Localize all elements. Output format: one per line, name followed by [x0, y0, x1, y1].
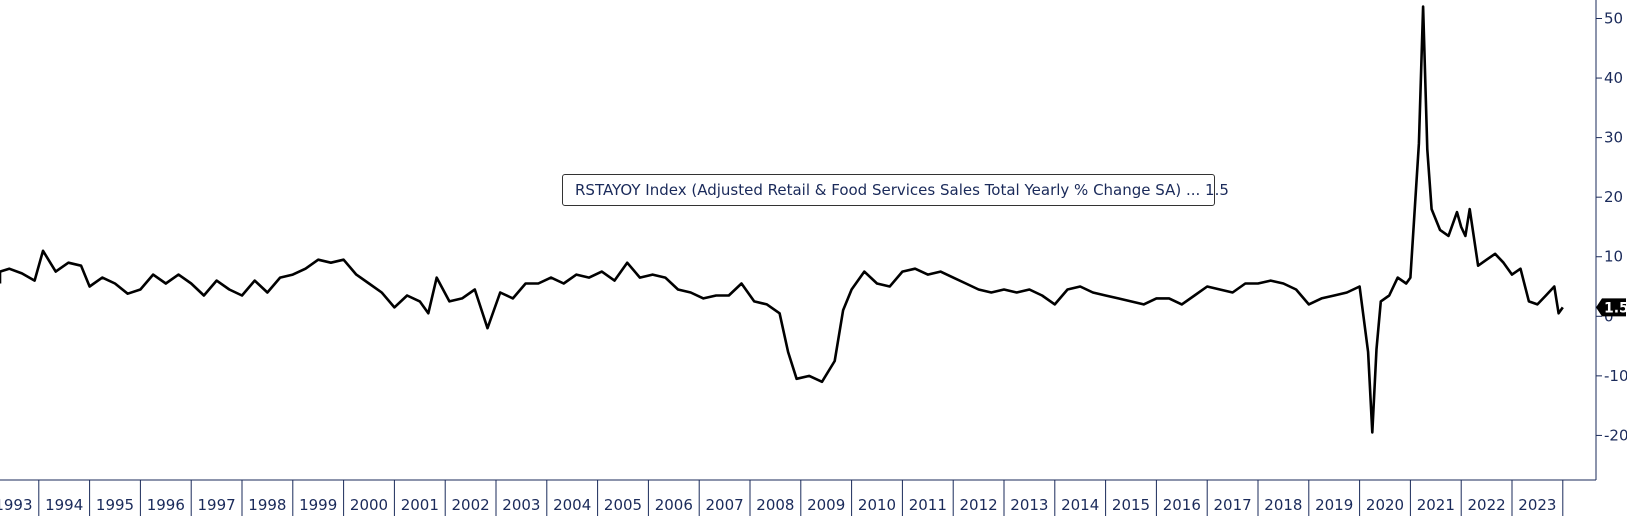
x-tick-label: 2021 — [1417, 496, 1455, 514]
y-tick-label: 30 — [1604, 129, 1623, 147]
x-tick-label: 2013 — [1010, 496, 1048, 514]
x-tick-label: 2005 — [604, 496, 642, 514]
x-axis: 1993 1994 1995 1996 1997 1998 1999 2000 2001 2002… — [0, 479, 1596, 516]
x-tick-label: 2003 — [502, 496, 540, 514]
x-tick-label: 2000 — [350, 496, 388, 514]
x-tick-label: 2011 — [909, 496, 947, 514]
series-layer — [0, 5, 1564, 434]
x-tick-label: 2006 — [655, 496, 693, 514]
legend: RSTAYOY Index (Adjusted Retail & Food Se… — [562, 174, 1229, 206]
x-tick-label: 2012 — [960, 496, 998, 514]
y-tick-label: 10 — [1604, 248, 1623, 266]
x-tick-label: 2002 — [452, 496, 490, 514]
x-tick-label: 2017 — [1214, 496, 1252, 514]
x-tick-label: 2004 — [553, 496, 591, 514]
x-tick-label: 1995 — [96, 496, 134, 514]
x-tick-label: 2022 — [1468, 496, 1506, 514]
x-tick-label: 1997 — [198, 496, 236, 514]
y-tick-label: 20 — [1604, 188, 1623, 206]
x-tick-label: 2010 — [858, 496, 896, 514]
y-axis: 50403020100-10-20 — [1595, 0, 1627, 480]
x-tick-label: 1994 — [45, 496, 83, 514]
y-tick-label: 40 — [1604, 69, 1623, 87]
x-tick-label: 2008 — [756, 496, 794, 514]
x-tick-label: 2014 — [1061, 496, 1099, 514]
series-line — [0, 5, 1564, 434]
legend-label: RSTAYOY Index (Adjusted Retail & Food Se… — [575, 181, 1229, 199]
x-tick-label: 2015 — [1112, 496, 1150, 514]
last-value-label: 1.5 — [1604, 300, 1627, 316]
y-tick-label: -10 — [1604, 367, 1627, 385]
x-tick-label: 2001 — [401, 496, 439, 514]
y-tick-label: 50 — [1604, 10, 1623, 28]
x-tick-label: 1993 — [0, 496, 32, 514]
x-tick-label: 1996 — [147, 496, 185, 514]
x-tick-label: 2007 — [706, 496, 744, 514]
x-tick-label: 1999 — [299, 496, 337, 514]
x-tick-label: 2009 — [807, 496, 845, 514]
x-tick-label: 2023 — [1518, 496, 1556, 514]
last-value-marker — [1596, 298, 1626, 317]
x-tick-label: 2019 — [1315, 496, 1353, 514]
y-tick-label: -20 — [1604, 426, 1627, 444]
x-tick-label: 2016 — [1163, 496, 1201, 514]
x-tick-label: 2018 — [1264, 496, 1302, 514]
x-tick-label: 1998 — [248, 496, 286, 514]
x-tick-label: 2020 — [1366, 496, 1404, 514]
last-value-badge: 1.5 — [1596, 298, 1627, 317]
